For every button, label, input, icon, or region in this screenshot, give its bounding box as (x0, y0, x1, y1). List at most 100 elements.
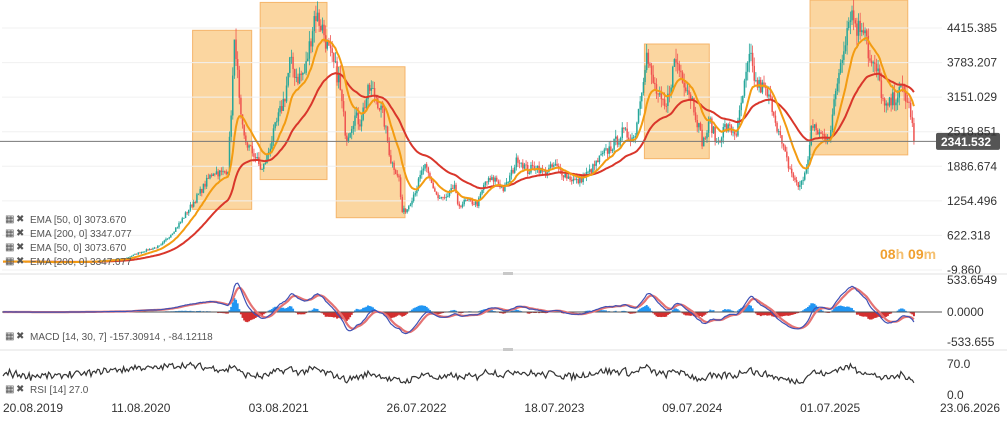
legend-gear-icon[interactable]: ▦ (5, 331, 14, 342)
macd-hist-bar (663, 312, 666, 317)
candle-body (799, 184, 801, 188)
candle-body (637, 108, 640, 123)
candle-body (189, 204, 192, 211)
candle-body (486, 181, 488, 183)
macd-hist-bar (217, 312, 220, 314)
x-tick-label: 03.08.2021 (249, 401, 309, 415)
candle-body (155, 247, 157, 249)
macd-hist-bar (391, 312, 394, 318)
gridlines (2, 27, 942, 271)
macd-hist-bar (627, 312, 630, 314)
candle-body (654, 82, 656, 85)
candle-body (608, 146, 610, 154)
candle-body (706, 132, 708, 139)
legend-close-icon[interactable]: ✖ (16, 214, 24, 225)
legend-close-icon[interactable]: ✖ (16, 228, 24, 239)
candle-body (293, 69, 296, 78)
candle-body (279, 106, 281, 113)
candle-body (315, 16, 317, 22)
candle-body (368, 84, 371, 91)
macd-hist-bar (394, 312, 397, 317)
y-tick-label: 3151.029 (947, 90, 997, 104)
candle-body (893, 92, 896, 106)
macd-hist-bar (270, 309, 273, 312)
candle-body (341, 90, 343, 102)
macd-hist-bar (415, 306, 418, 312)
candle-body (867, 35, 870, 59)
candle-body (489, 178, 492, 181)
macd-hist-bar (686, 312, 689, 316)
macd-hist-bar (758, 312, 761, 316)
macd-hist-bar (503, 312, 506, 314)
candle-body (518, 162, 521, 164)
candle-body (313, 16, 316, 32)
candle-body (831, 114, 834, 131)
candle-body (681, 72, 684, 83)
legend-gear-icon[interactable]: ▦ (5, 228, 14, 239)
candle-body (347, 137, 350, 142)
candle-body (676, 62, 679, 65)
legend-gear-icon[interactable]: ▦ (5, 242, 14, 253)
candle-body (316, 12, 319, 22)
legend-close-icon[interactable]: ✖ (16, 256, 24, 267)
macd-hist-bar (704, 312, 707, 315)
candle-body (562, 175, 565, 178)
candle-body (157, 245, 159, 249)
candle-body (225, 171, 228, 175)
macd-hist-bar (642, 306, 645, 312)
macd-hist-bar (526, 312, 529, 314)
macd-hist-bar (648, 308, 651, 312)
macd-hist-bar (181, 310, 184, 312)
macd-hist-bar (820, 309, 823, 312)
legend-close-icon[interactable]: ✖ (16, 331, 24, 342)
macd-hist-bar (288, 306, 291, 312)
candle-body (557, 165, 560, 168)
candle-body (742, 95, 744, 103)
candle-body (861, 30, 863, 33)
macd-hist-bar (241, 312, 244, 318)
macd-hist-bar (248, 312, 251, 322)
candle-body (774, 115, 777, 123)
candle-body (262, 163, 265, 169)
legend-gear-icon[interactable]: ▦ (5, 214, 14, 225)
macd-hist-bar (425, 306, 428, 312)
candle-body (554, 163, 557, 166)
candle-body (289, 57, 291, 73)
candle-body (852, 10, 855, 21)
legend-gear-icon[interactable]: ▦ (5, 256, 14, 267)
candle-body (455, 184, 457, 194)
legend-gear-icon[interactable]: ▦ (5, 384, 14, 395)
macd-hist-bar (490, 310, 493, 312)
candle-body (359, 124, 361, 127)
legend-close-icon[interactable]: ✖ (16, 384, 24, 395)
candle-body (375, 95, 377, 99)
candle-body (689, 94, 692, 101)
macd-hist-bar (699, 312, 702, 316)
candle-body (683, 82, 685, 88)
resize-handle[interactable] (503, 348, 513, 351)
candle-body (458, 203, 461, 207)
candle-body (463, 199, 465, 205)
macd-hist-bar (782, 312, 785, 317)
candle-body (686, 90, 689, 92)
macd-hist-bar (600, 310, 603, 312)
candle-body (564, 173, 566, 178)
candle-body (192, 202, 195, 207)
candle-body (856, 23, 858, 36)
candle-body (655, 84, 658, 94)
rsi-y-tick-label: 0.0 (947, 388, 964, 402)
macd-hist-bar (736, 310, 739, 312)
macd-hist-bar (807, 306, 810, 312)
candle-body (474, 201, 477, 205)
candle-body (349, 132, 351, 138)
macd-hist-bar (292, 308, 295, 312)
candle-body (905, 92, 907, 102)
macd-hist-bar (722, 309, 725, 312)
macd-hist-bar (671, 310, 674, 312)
candle-body (556, 163, 558, 166)
macd-hist-bar (761, 312, 764, 316)
resize-handle[interactable] (503, 272, 513, 275)
legend-close-icon[interactable]: ✖ (16, 242, 24, 253)
candle-body (478, 197, 480, 207)
